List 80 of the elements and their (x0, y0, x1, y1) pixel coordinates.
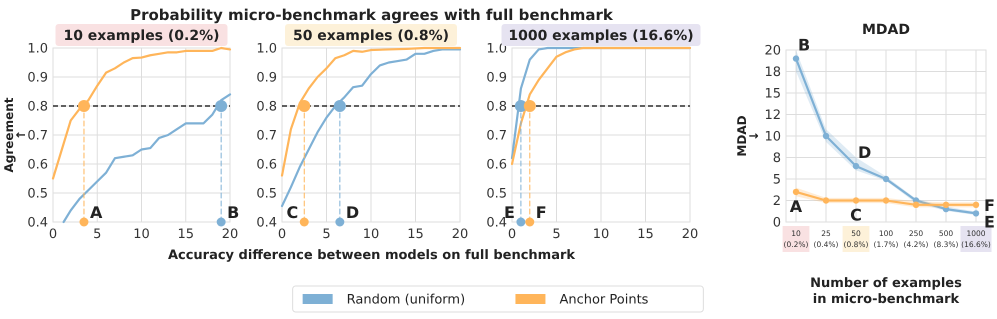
y-tick-label: 10 (764, 130, 781, 145)
y-tick-label: 0.7 (27, 128, 48, 144)
x-axis-title: Number of examples in micro-benchmark (810, 276, 962, 307)
y-tick-label: 0.8 (27, 100, 48, 115)
x-tick-label: 20 (452, 227, 468, 242)
y-tick-label: 0.6 (486, 158, 507, 173)
point (942, 202, 950, 208)
point (972, 202, 980, 208)
legend-label: Random (uniform) (346, 292, 466, 308)
y-tick-label: 0.6 (27, 158, 48, 173)
y-tick-label: 2 (772, 194, 781, 210)
annotation: A (790, 196, 803, 216)
point (852, 197, 860, 204)
point (792, 55, 800, 62)
y-tick-label: 1.0 (27, 42, 48, 57)
x-tick-label: 0 (48, 227, 58, 242)
x-tick-label: 5 (93, 227, 102, 242)
y-tick-label: 12 (764, 108, 781, 124)
x-tick-label: 10 (133, 227, 150, 242)
y-tick-label: 1.0 (256, 42, 277, 57)
y-tick-label: 0.8 (256, 100, 277, 115)
y-tick-label: 0.9 (256, 70, 277, 86)
annotation: B (798, 36, 810, 55)
y-tick-label: 0 (772, 216, 781, 231)
x-axis-title: Accuracy difference between models on full benchmark (168, 248, 576, 263)
y-axis-title: MDAD ↓ (735, 115, 761, 157)
y-tick-label: 0.9 (27, 70, 48, 86)
annotation: A (90, 203, 103, 222)
annotation: D (346, 203, 360, 222)
y-tick-label: 0.7 (256, 128, 277, 144)
x-tick-label: 0 (508, 227, 516, 242)
x-tick-label: 0 (278, 227, 286, 242)
x-tick-label: 20 (682, 227, 698, 242)
y-tick-label: 0.5 (486, 186, 507, 202)
chart-title: 50 examples (0.8%) (292, 28, 450, 44)
y-tick-label: 0.7 (486, 128, 507, 144)
annotation: E (984, 212, 995, 232)
x-tick-label: 15 (177, 227, 194, 242)
y-tick-label: 8 (772, 151, 781, 166)
y-tick-label: 0.5 (256, 186, 277, 202)
y-tick-label: 0.8 (486, 100, 507, 115)
point (852, 162, 860, 170)
legend-label: Anchor Points (559, 292, 649, 308)
annotation: C (850, 206, 862, 224)
annotation: F (536, 203, 547, 222)
line-series (280, 48, 462, 208)
text: Probability micro-benchmark agrees with full benchmark (130, 6, 614, 24)
y-tick-label: 20 (764, 44, 781, 59)
chart-title: MDAD (862, 22, 910, 38)
x-tick-label: 15 (637, 227, 654, 242)
point (972, 210, 980, 217)
y-tick-label: 5 (772, 172, 781, 188)
y-tick-label: 15 (764, 86, 781, 102)
y-tick-label: 18 (764, 65, 781, 80)
line-series (52, 46, 232, 180)
y-tick-label: 0.5 (27, 186, 48, 202)
point (912, 202, 920, 208)
x-tick-label: 5 (552, 227, 561, 242)
y-tick-label: 0.4 (256, 216, 277, 231)
annotation: C (286, 203, 298, 222)
chart-title: 10 examples (0.2%) (63, 28, 220, 44)
chart-title: 1000 examples (16.6%) (508, 28, 694, 44)
y-tick-label: 0.4 (27, 216, 48, 231)
x-tick-label: 10 (592, 227, 610, 242)
annotation: B (227, 203, 240, 222)
y-tick-label: 0.6 (256, 158, 277, 173)
x-tick-label: 5 (322, 227, 331, 242)
x-tick-label: 20 (222, 227, 238, 242)
annotation: F (984, 196, 995, 215)
line-series (280, 46, 462, 177)
point (822, 197, 830, 204)
point (882, 197, 890, 204)
y-axis-title: Agreement ↑ (2, 97, 28, 172)
x-tick-label: 10 (362, 227, 380, 242)
y-tick-label: 0.9 (486, 70, 507, 86)
point (882, 176, 890, 182)
annotation: D (858, 143, 872, 162)
point (792, 188, 800, 196)
x-tick-label: 15 (407, 227, 424, 242)
point (822, 132, 830, 140)
